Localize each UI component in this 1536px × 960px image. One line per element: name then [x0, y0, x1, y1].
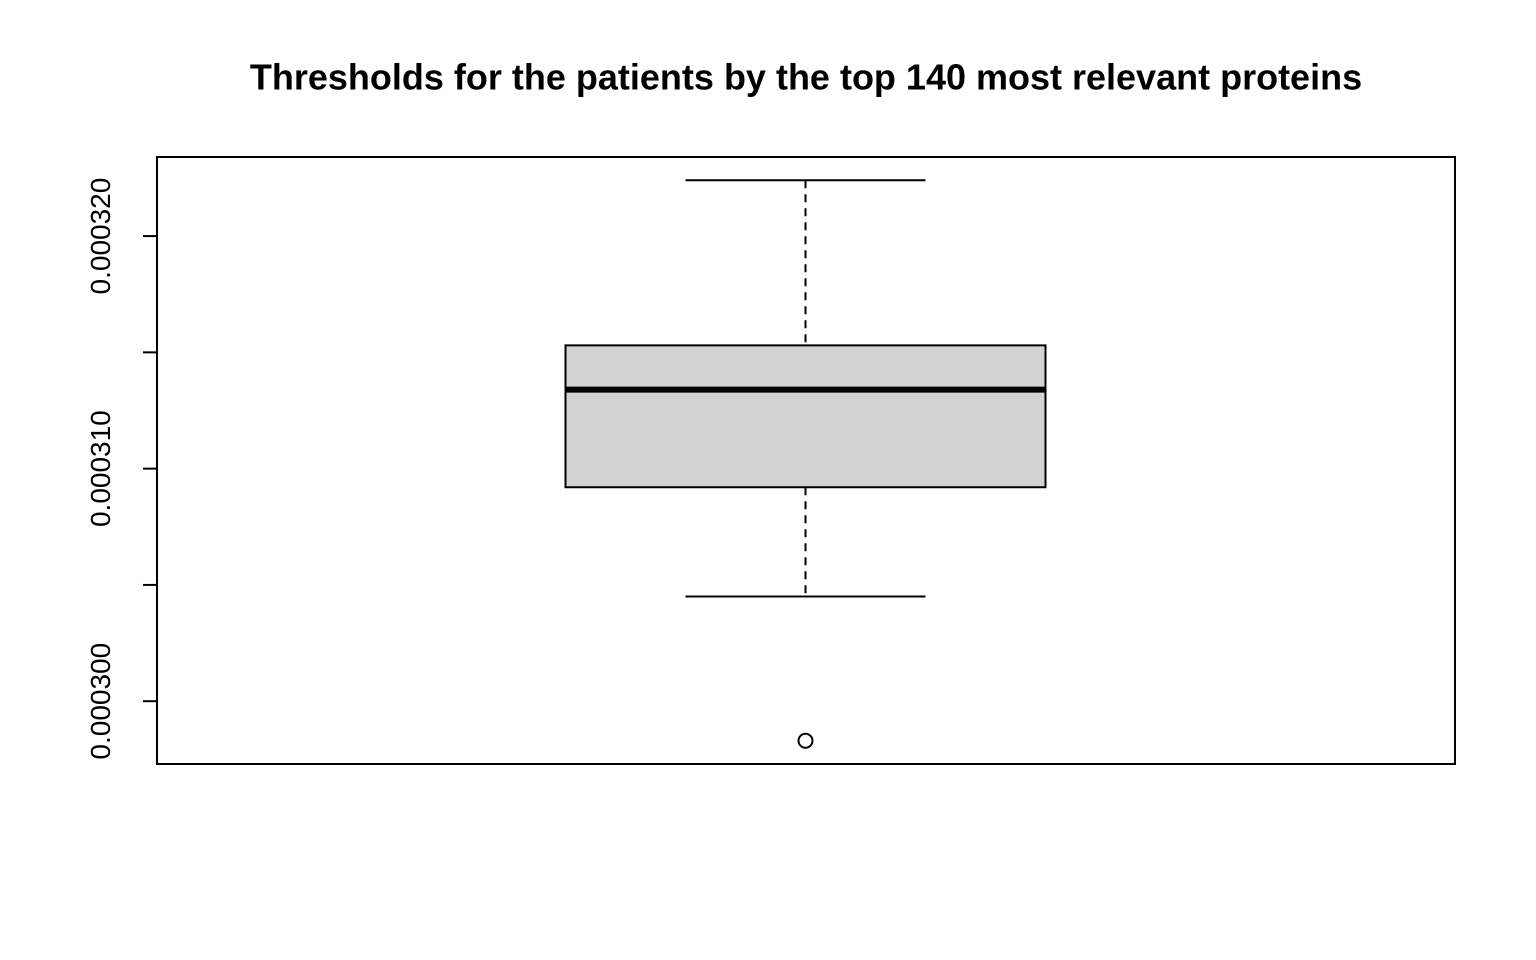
y-tick-label: 0.000300	[85, 643, 116, 760]
outlier	[797, 732, 814, 749]
box	[564, 344, 1047, 489]
chart-title: Thresholds for the patients by the top 1…	[250, 57, 1362, 98]
y-tick-label: 0.000310	[85, 410, 116, 527]
y-tick-label: 0.000320	[85, 178, 116, 295]
plot-frame	[156, 156, 1456, 765]
